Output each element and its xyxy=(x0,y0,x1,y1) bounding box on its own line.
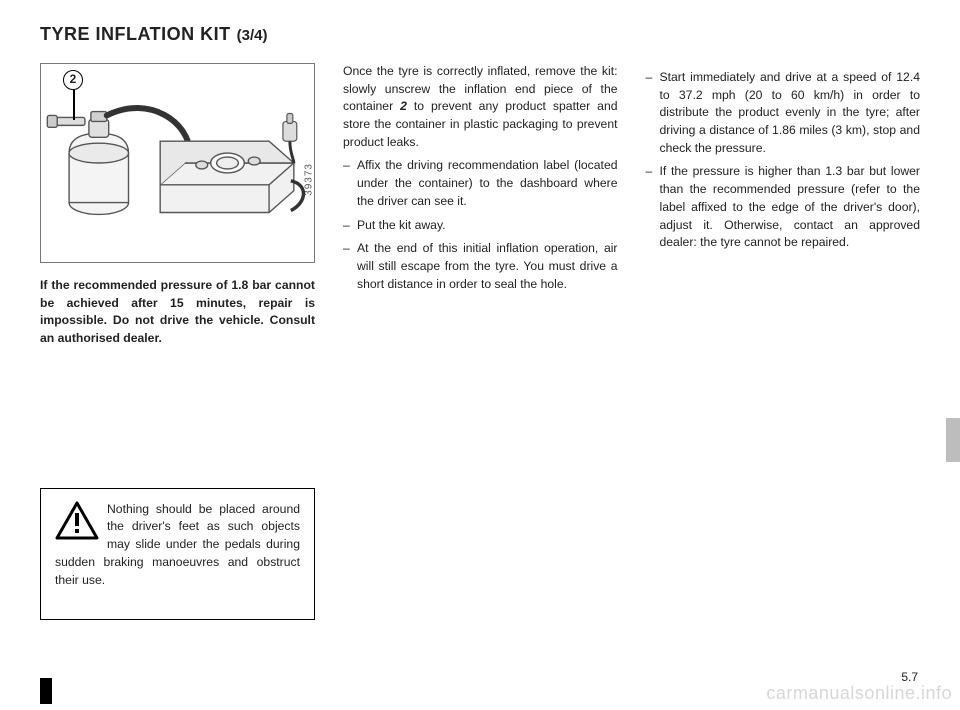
col3-list: –Start immediately and drive at a speed … xyxy=(646,69,921,252)
page-number: 5.7 xyxy=(901,670,918,684)
col2-list: –Affix the driving recommendation label … xyxy=(343,157,618,293)
list-item: –Put the kit away. xyxy=(343,217,618,235)
page: TYRE INFLATION KIT (3/4) 2 39373 xyxy=(40,24,920,684)
column-2: Once the tyre is correctly inflated, rem… xyxy=(343,63,618,620)
col2-paragraph: Once the tyre is correctly inflated, rem… xyxy=(343,63,618,151)
list-item: –If the pressure is higher than 1.3 bar … xyxy=(646,163,921,251)
list-item: –Affix the driving recommendation label … xyxy=(343,157,618,210)
list-item-text: Start immediately and drive at a speed o… xyxy=(660,69,921,157)
column-3: –Start immediately and drive at a speed … xyxy=(646,63,921,620)
column-1: 2 39373 xyxy=(40,63,315,620)
side-tab xyxy=(946,418,960,462)
list-item-text: Put the kit away. xyxy=(357,217,618,235)
list-item-text: If the pressure is higher than 1.3 bar b… xyxy=(660,163,921,251)
warning-box: Nothing should be placed around the driv… xyxy=(40,488,315,620)
page-title: TYRE INFLATION KIT (3/4) xyxy=(40,24,920,45)
col2-para-num: 2 xyxy=(400,99,407,113)
title-main: TYRE INFLATION KIT xyxy=(40,24,231,45)
list-item: –Start immediately and drive at a speed … xyxy=(646,69,921,157)
callout-2: 2 xyxy=(63,70,83,90)
title-sub: (3/4) xyxy=(237,27,268,44)
watermark: carmanualsonline.info xyxy=(766,683,952,704)
warning-triangle-icon xyxy=(55,501,99,541)
callout-line xyxy=(73,90,75,120)
list-item: –At the end of this initial inflation op… xyxy=(343,240,618,293)
pressure-warning: If the recommended pressure of 1.8 bar c… xyxy=(40,277,315,348)
inflation-kit-illustration xyxy=(41,64,314,262)
list-item-text: Affix the driving recommendation label (… xyxy=(357,157,618,210)
columns: 2 39373 xyxy=(40,63,920,620)
list-item-text: At the end of this initial inflation ope… xyxy=(357,240,618,293)
figure: 2 39373 xyxy=(40,63,315,263)
